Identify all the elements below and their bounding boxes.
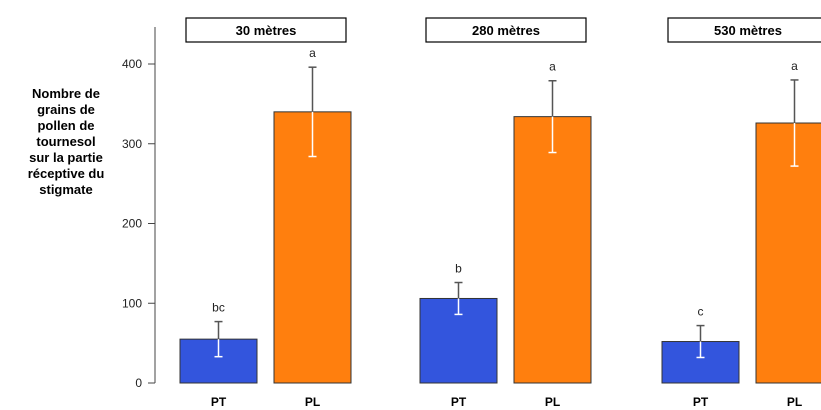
x-tick-label: PT <box>451 395 467 409</box>
y-axis-label: Nombre de grains de pollen de tournesol … <box>27 86 105 197</box>
bar-pl <box>513 116 592 384</box>
significance-letter: a <box>549 60 556 74</box>
panel-title-box <box>185 17 347 43</box>
bar-pl <box>755 122 821 384</box>
y-tick-label: 100 <box>122 296 142 310</box>
significance-letter: c <box>698 305 704 319</box>
y-tick-label: 400 <box>122 57 142 71</box>
y-tick-label: 200 <box>122 217 142 231</box>
panel-title: 30 mètres <box>236 23 297 38</box>
x-tick-label: PL <box>545 395 560 409</box>
significance-letter: a <box>791 59 798 73</box>
panel-title-box <box>425 17 587 43</box>
significance-letter: bc <box>212 301 225 315</box>
x-tick-label: PL <box>787 395 802 409</box>
y-tick-label: 0 <box>135 376 142 390</box>
x-tick-label: PT <box>693 395 709 409</box>
significance-letter: b <box>455 262 462 276</box>
x-tick-label: PL <box>305 395 320 409</box>
significance-letter: a <box>309 46 316 60</box>
panel-title: 280 mètres <box>472 23 540 38</box>
x-tick-label: PT <box>211 395 227 409</box>
y-tick-label: 300 <box>122 137 142 151</box>
panel-title-box <box>667 17 821 43</box>
panel-title: 530 mètres <box>714 23 782 38</box>
